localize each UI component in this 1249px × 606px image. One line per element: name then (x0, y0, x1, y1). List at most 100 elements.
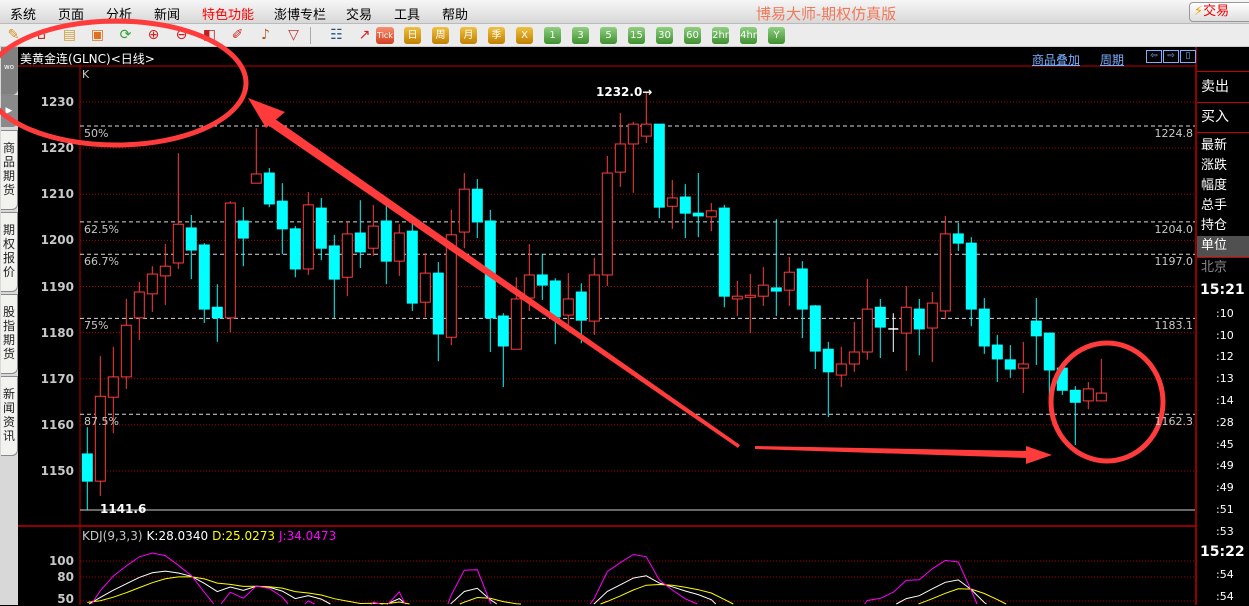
tick-time: 15:22 (1200, 543, 1245, 560)
quote-field-label: 单位 (1201, 238, 1228, 253)
tick-time: :10 (1216, 306, 1234, 320)
zoom-out-icon[interactable]: ⊖ (175, 27, 188, 43)
trade-button[interactable]: ⚡交易 (1189, 2, 1249, 22)
period-button-5[interactable]: 5 (600, 27, 617, 44)
fib-value-label: 1224.8 (1154, 126, 1194, 140)
scroll-right-button[interactable]: ⇨ (1163, 50, 1179, 63)
refresh-icon[interactable]: ⟳ (119, 27, 132, 43)
menu-help[interactable]: 帮助 (442, 8, 469, 23)
period-button-X[interactable]: X (516, 27, 533, 44)
fib-pct-label: 50% (84, 126, 109, 140)
menu-page[interactable]: 页面 (58, 8, 85, 23)
app-title: 博易大师-期权仿真版 (756, 5, 897, 23)
period-button-3[interactable]: 3 (572, 27, 589, 44)
kdj-d-line (87, 576, 1007, 605)
candle-up (848, 351, 860, 365)
candle-down (653, 123, 665, 208)
candle-down (315, 207, 327, 249)
candle-down (276, 200, 288, 230)
candle-down (81, 453, 93, 482)
side-tab-commodity-futures[interactable]: 商品期货 (1, 130, 18, 210)
draw-icon[interactable]: ✐ (231, 27, 244, 43)
side-tab-index-futures[interactable]: 股指期货 (1, 294, 18, 374)
period-button-4hr[interactable]: 4hr (740, 27, 757, 44)
period-button-15[interactable]: 15 (628, 27, 645, 44)
menu-column[interactable]: 澎博专栏 (274, 8, 327, 23)
menu-tools[interactable]: 工具 (394, 8, 421, 23)
price-tick-label: 1170 (40, 371, 74, 386)
candle-down (965, 242, 977, 310)
side-tab-option-quotes[interactable]: 期权报价 (1, 212, 18, 292)
low-label: 1141.6 (100, 502, 147, 516)
candle-down (549, 280, 561, 318)
toolbar: ✎ ⌂ ▤ ▣ ⟳ ⊕ ⊖ ◧ ✐ ♪ ▽ ☷ ↗ Tick 日周月季 X 1 3 5 15 30 60 2hr 4hr Y (0, 24, 1249, 47)
candle-down (952, 233, 964, 244)
candle-down (354, 232, 366, 253)
tick-time: :45 (1216, 437, 1234, 451)
filter-icon[interactable]: ▽ (288, 27, 299, 43)
pencil-icon[interactable]: ✎ (7, 27, 20, 43)
candle-up (861, 308, 873, 353)
menu-system[interactable]: 系统 (10, 8, 37, 23)
annotation-circle-latest (1048, 340, 1166, 464)
menu-news[interactable]: 新闻 (154, 8, 181, 23)
candle-down (263, 172, 275, 205)
candle-up (146, 273, 158, 295)
period-button-季[interactable]: 季 (488, 27, 505, 44)
period-button-2hr[interactable]: 2hr (712, 27, 729, 44)
kdj-j-line (91, 552, 978, 605)
notebook-icon[interactable]: ▤ (62, 27, 77, 43)
kdj-d-label: D:25.0273 (212, 529, 275, 543)
candle-down (796, 268, 808, 310)
candle-up (367, 225, 379, 249)
tick-time: :54 (1216, 568, 1234, 582)
table-icon[interactable]: ☷ (330, 27, 343, 43)
price-tick-label: 1190 (40, 279, 74, 294)
kdj-k-label: K:28.0340 (146, 529, 209, 543)
period-button-60[interactable]: 60 (684, 27, 701, 44)
period-button-月[interactable]: 月 (460, 27, 477, 44)
candle-up (783, 271, 795, 291)
tick-time: :12 (1216, 350, 1234, 364)
period-link[interactable]: 周期 (1100, 53, 1125, 67)
candle-up (510, 298, 522, 350)
layout-toggle-button[interactable]: ▯ (1180, 50, 1196, 63)
fib-pct-label: 87.5% (84, 415, 119, 429)
menu-features[interactable]: 特色功能 (202, 8, 255, 23)
period-button-1[interactable]: 1 (544, 27, 561, 44)
overlay-link[interactable]: 商品叠加 (1032, 53, 1081, 67)
period-button-周[interactable]: 周 (432, 27, 449, 44)
period-button-Y[interactable]: Y (768, 27, 785, 44)
tick-time: :51 (1216, 503, 1234, 516)
side-tab-news[interactable]: 新闻资讯 (1, 376, 18, 456)
fib-pct-label: 62.5% (84, 222, 119, 236)
chart-title: 美黄金连(GLNC)<日线> (20, 52, 155, 66)
trend-chart-icon[interactable]: ↗ (358, 27, 371, 43)
horn-icon[interactable]: ♪ (261, 27, 270, 43)
fib-pct-label: 66.7% (84, 255, 119, 269)
zoom-in-icon[interactable]: ⊕ (147, 27, 160, 43)
candle-down (497, 315, 509, 347)
tick-time: :14 (1216, 394, 1234, 407)
candle-up (627, 123, 639, 145)
fib-value-label: 1197.0 (1154, 255, 1194, 269)
annotation-ellipse-title (0, 18, 249, 148)
buy-label[interactable]: 买入 (1201, 109, 1229, 125)
scroll-left-button[interactable]: ⇦ (1146, 50, 1162, 63)
candle-down (237, 220, 249, 239)
candle-down (211, 306, 223, 319)
kdj-legend: KDJ(9,3,3) K:28.0340 D:25.0273 J:34.0473 (82, 530, 340, 543)
period-button-Tick[interactable]: Tick (376, 27, 394, 44)
period-button-30[interactable]: 30 (656, 27, 673, 44)
menu-trade[interactable]: 交易 (346, 8, 373, 23)
home-icon[interactable]: ⌂ (37, 27, 46, 43)
candle-up (1017, 363, 1029, 369)
quote-field-label: 总手 (1201, 198, 1228, 213)
f10-icon[interactable]: ▣ (90, 27, 105, 43)
candle-up (744, 294, 756, 298)
sell-label[interactable]: 卖出 (1201, 79, 1229, 95)
period-button-日[interactable]: 日 (404, 27, 421, 44)
candle-up (601, 172, 613, 276)
candle-up (224, 202, 236, 319)
tick-time: :49 (1216, 459, 1234, 473)
